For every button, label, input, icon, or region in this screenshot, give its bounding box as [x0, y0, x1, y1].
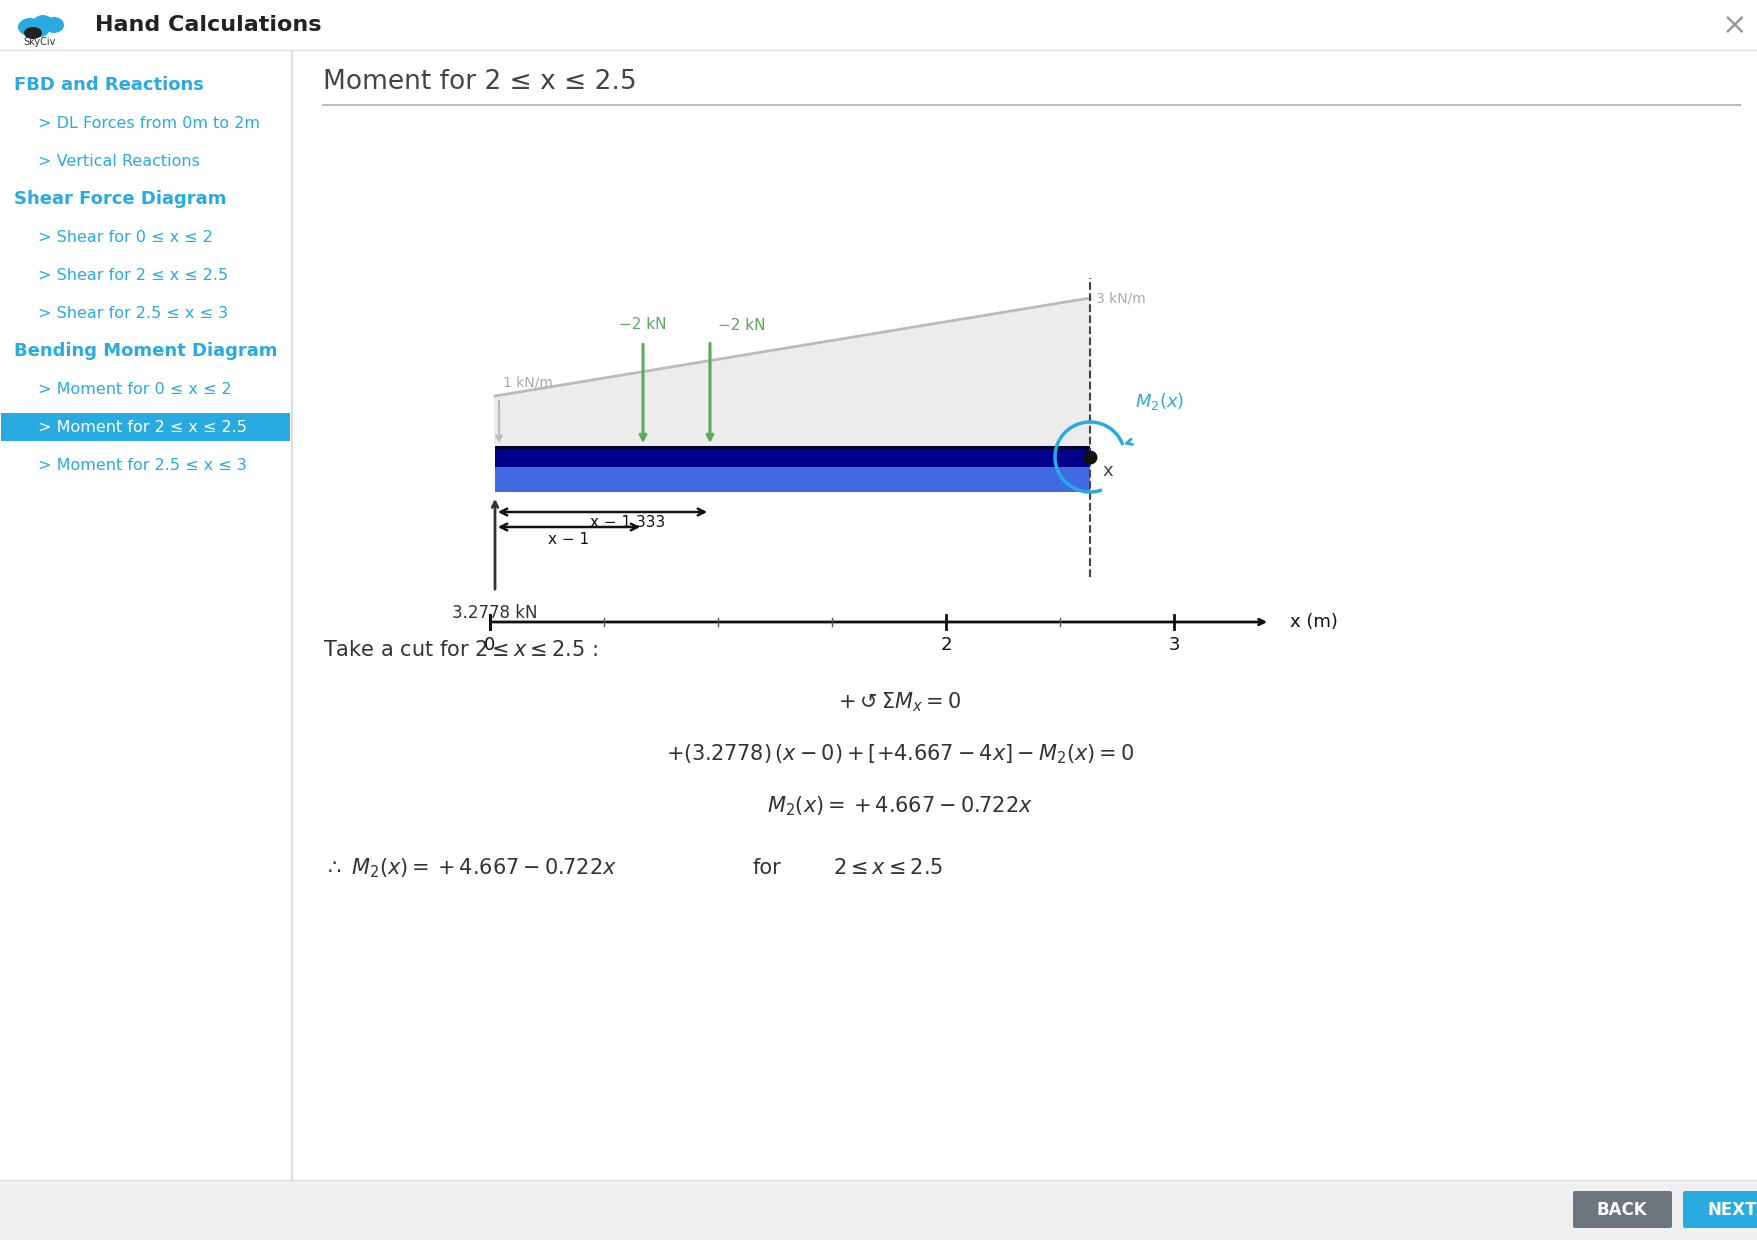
Text: Shear Force Diagram: Shear Force Diagram: [14, 190, 227, 208]
Text: 1 kN/m: 1 kN/m: [503, 376, 552, 391]
Text: $M_2(x) = +4.667 - 0.722x$: $M_2(x) = +4.667 - 0.722x$: [766, 794, 1033, 818]
Text: > DL Forces from 0m to 2m: > DL Forces from 0m to 2m: [39, 115, 260, 130]
Text: BACK: BACK: [1595, 1202, 1646, 1219]
Text: $+ \circlearrowleft \Sigma M_x = 0$: $+ \circlearrowleft \Sigma M_x = 0$: [838, 691, 961, 714]
Text: $M_2(x)$: $M_2(x)$: [1135, 391, 1184, 412]
Text: x (m): x (m): [1290, 613, 1337, 631]
Text: x: x: [1102, 463, 1112, 480]
Ellipse shape: [32, 24, 49, 37]
Text: for: for: [752, 858, 782, 878]
Text: > Shear for 2.5 ≤ x ≤ 3: > Shear for 2.5 ≤ x ≤ 3: [39, 305, 228, 320]
Bar: [0, 1180, 1757, 1240]
Text: $\therefore\ M_2(x) = +4.667 - 0.722x$: $\therefore\ M_2(x) = +4.667 - 0.722x$: [323, 856, 617, 880]
Bar: [292, 0, 1757, 1240]
FancyBboxPatch shape: [1573, 1190, 1671, 1228]
Text: NEXT: NEXT: [1706, 1202, 1755, 1219]
Bar: [0, 0, 1757, 50]
Text: 0: 0: [485, 636, 495, 653]
Text: 2: 2: [940, 636, 951, 653]
Text: −2 kN: −2 kN: [618, 316, 666, 331]
Text: FBD and Reactions: FBD and Reactions: [14, 76, 204, 94]
Text: ×: ×: [1722, 10, 1746, 40]
Text: x − 1: x − 1: [548, 532, 589, 547]
Text: > Moment for 2.5 ≤ x ≤ 3: > Moment for 2.5 ≤ x ≤ 3: [39, 458, 246, 472]
Bar: [0, 0, 292, 1240]
Text: Hand Calculations: Hand Calculations: [95, 15, 322, 35]
Text: Bending Moment Diagram: Bending Moment Diagram: [14, 342, 278, 360]
Text: > Moment for 0 ≤ x ≤ 2: > Moment for 0 ≤ x ≤ 2: [39, 382, 232, 397]
FancyBboxPatch shape: [1681, 1190, 1757, 1228]
Bar: [495, 449, 1089, 467]
Ellipse shape: [25, 27, 42, 38]
Text: > Vertical Reactions: > Vertical Reactions: [39, 154, 200, 169]
Ellipse shape: [44, 17, 63, 33]
Text: > Shear for 2 ≤ x ≤ 2.5: > Shear for 2 ≤ x ≤ 2.5: [39, 268, 228, 283]
Polygon shape: [495, 298, 1089, 446]
Text: 3: 3: [1168, 636, 1179, 653]
Text: x − 1.333: x − 1.333: [590, 515, 664, 529]
Text: > Moment for 2 ≤ x ≤ 2.5: > Moment for 2 ≤ x ≤ 2.5: [39, 419, 246, 434]
Text: 3 kN/m: 3 kN/m: [1095, 291, 1146, 305]
Text: 3.2778 kN: 3.2778 kN: [452, 604, 538, 622]
Text: $2 \leq x \leq 2.5$: $2 \leq x \leq 2.5$: [833, 858, 944, 878]
Ellipse shape: [33, 15, 53, 31]
Text: Take a cut for $2 \leq x \leq 2.5$ :: Take a cut for $2 \leq x \leq 2.5$ :: [323, 640, 597, 660]
Text: $+(3.2778)\,(x - 0) + [+4.667 - 4x] - M_2(x) = 0$: $+(3.2778)\,(x - 0) + [+4.667 - 4x] - M_…: [666, 743, 1133, 766]
Ellipse shape: [18, 19, 42, 36]
Bar: [2, 413, 290, 441]
Text: −2 kN: −2 kN: [717, 317, 764, 332]
Text: > Shear for 0 ≤ x ≤ 2: > Shear for 0 ≤ x ≤ 2: [39, 229, 213, 244]
Bar: [495, 446, 1089, 449]
Bar: [495, 467, 1089, 492]
Text: Moment for 2 ≤ x ≤ 2.5: Moment for 2 ≤ x ≤ 2.5: [323, 69, 636, 95]
Text: SkyCiv: SkyCiv: [25, 37, 56, 47]
